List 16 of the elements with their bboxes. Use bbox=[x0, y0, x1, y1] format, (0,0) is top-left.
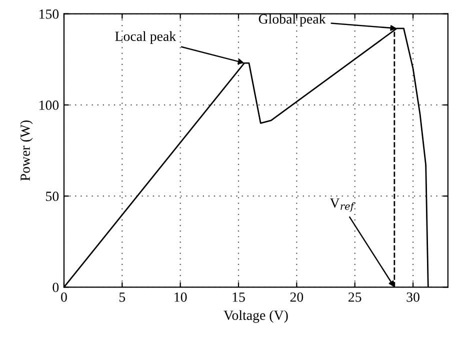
y-tick-label: 0 bbox=[52, 282, 59, 292]
x-tick-label: 10 bbox=[174, 292, 187, 302]
annotation: Global peak bbox=[258, 14, 326, 27]
y-axis-title: Power (W) bbox=[20, 120, 33, 181]
annotation: Local peak bbox=[115, 31, 176, 44]
x-tick-label: 5 bbox=[120, 292, 126, 302]
y-tick-label: 100 bbox=[40, 100, 59, 110]
x-tick-label: 30 bbox=[406, 292, 420, 302]
x-axis-title: Voltage (V) bbox=[224, 310, 288, 323]
y-tick-label: 150 bbox=[40, 9, 59, 19]
x-tick-label: 20 bbox=[290, 292, 304, 302]
x-tick-label: 25 bbox=[348, 292, 362, 302]
y-tick-label: 50 bbox=[46, 192, 59, 202]
annotation: V$_{ref}$ bbox=[330, 198, 356, 212]
x-tick-label: 0 bbox=[61, 292, 67, 302]
x-tick-label: 15 bbox=[232, 292, 245, 302]
